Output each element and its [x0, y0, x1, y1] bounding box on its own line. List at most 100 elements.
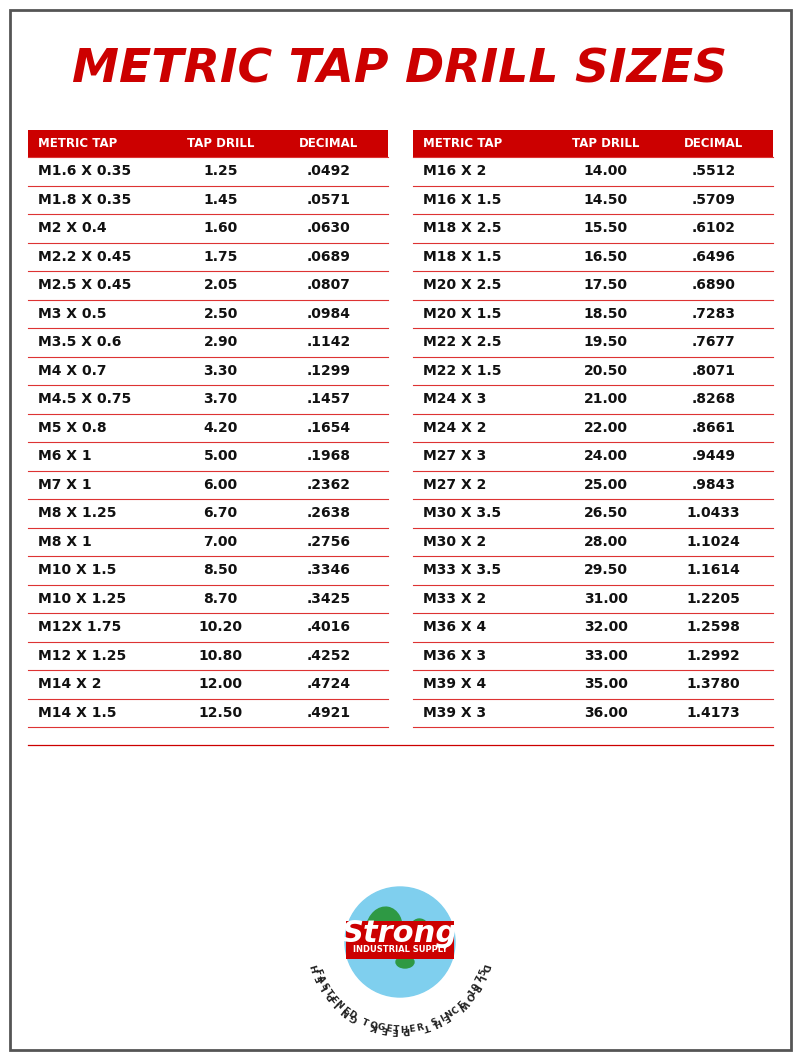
Text: W: W — [456, 997, 469, 1011]
Text: 1.60: 1.60 — [203, 222, 238, 235]
Text: .3425: .3425 — [307, 591, 351, 605]
Text: 2.90: 2.90 — [203, 335, 238, 349]
Text: E: E — [340, 1005, 350, 1015]
Text: .0807: .0807 — [307, 278, 351, 293]
Text: .1968: .1968 — [307, 449, 351, 463]
Text: E: E — [328, 994, 339, 1005]
Text: S: S — [430, 1018, 440, 1028]
Text: I: I — [333, 1000, 342, 1008]
Text: .4016: .4016 — [307, 620, 351, 634]
Text: N: N — [443, 1009, 454, 1021]
Text: .8268: .8268 — [691, 392, 735, 406]
Text: M33 X 3.5: M33 X 3.5 — [423, 563, 501, 578]
Text: .0571: .0571 — [307, 193, 351, 207]
Text: .1654: .1654 — [307, 421, 351, 435]
Text: M30 X 3.5: M30 X 3.5 — [423, 507, 501, 520]
Text: D: D — [345, 1009, 356, 1021]
Text: M24 X 2: M24 X 2 — [423, 421, 486, 435]
Text: M2.5 X 0.45: M2.5 X 0.45 — [38, 278, 131, 293]
FancyBboxPatch shape — [28, 130, 388, 157]
Text: 7: 7 — [474, 974, 485, 985]
Text: .6496: .6496 — [691, 250, 735, 264]
Text: 14.50: 14.50 — [584, 193, 628, 207]
Text: 20.50: 20.50 — [584, 364, 628, 377]
Text: 1.1024: 1.1024 — [686, 534, 741, 549]
Text: 32.00: 32.00 — [584, 620, 627, 634]
Text: .3346: .3346 — [307, 563, 351, 578]
Text: L: L — [475, 973, 485, 983]
Text: TAP DRILL: TAP DRILL — [572, 137, 639, 151]
Text: E: E — [409, 1024, 416, 1035]
Text: 25.00: 25.00 — [584, 478, 628, 492]
Text: INDUSTRIAL SUPPLY: INDUSTRIAL SUPPLY — [352, 946, 448, 954]
Text: N: N — [340, 1005, 352, 1018]
Text: 22.00: 22.00 — [584, 421, 628, 435]
Text: .6890: .6890 — [691, 278, 735, 293]
Text: E: E — [391, 1025, 398, 1035]
Text: Strong: Strong — [342, 919, 458, 949]
Text: M12 X 1.25: M12 X 1.25 — [38, 649, 127, 662]
Text: 10.20: 10.20 — [199, 620, 243, 634]
Text: 12.00: 12.00 — [199, 677, 243, 691]
Text: METRIC TAP DRILL SIZES: METRIC TAP DRILL SIZES — [72, 48, 727, 92]
Text: 17.50: 17.50 — [584, 278, 628, 293]
Text: .5709: .5709 — [691, 193, 735, 207]
Text: 1: 1 — [466, 988, 477, 999]
Text: .0689: .0689 — [307, 250, 351, 264]
Text: 24.00: 24.00 — [584, 449, 628, 463]
Text: .4724: .4724 — [307, 677, 351, 691]
Text: H: H — [310, 962, 321, 973]
Text: M8 X 1: M8 X 1 — [38, 534, 92, 549]
Text: R: R — [416, 1023, 424, 1032]
Text: .8071: .8071 — [691, 364, 735, 377]
Text: E: E — [314, 973, 325, 983]
Text: H: H — [400, 1025, 408, 1035]
Text: M3.5 X 0.6: M3.5 X 0.6 — [38, 335, 122, 349]
Text: M16 X 2: M16 X 2 — [423, 164, 486, 178]
Text: F: F — [312, 968, 323, 976]
Text: .7677: .7677 — [692, 335, 735, 349]
Text: 7.00: 7.00 — [203, 534, 238, 549]
Text: M12X 1.75: M12X 1.75 — [38, 620, 121, 634]
Text: .8661: .8661 — [691, 421, 735, 435]
Text: .9843: .9843 — [691, 478, 735, 492]
Text: M22 X 2.5: M22 X 2.5 — [423, 335, 501, 349]
Text: 5.00: 5.00 — [203, 449, 238, 463]
Text: 16.50: 16.50 — [584, 250, 628, 264]
Text: C: C — [450, 1005, 461, 1017]
Text: 18.50: 18.50 — [584, 306, 628, 321]
Text: DECIMAL: DECIMAL — [299, 137, 358, 151]
Text: M36 X 3: M36 X 3 — [423, 649, 486, 662]
Text: .1142: .1142 — [307, 335, 351, 349]
Text: M14 X 2: M14 X 2 — [38, 677, 102, 691]
Text: .1457: .1457 — [307, 392, 351, 406]
Text: .7283: .7283 — [691, 306, 735, 321]
Text: M6 X 1: M6 X 1 — [38, 449, 91, 463]
Text: .6102: .6102 — [691, 222, 735, 235]
Text: M27 X 2: M27 X 2 — [423, 478, 486, 492]
Text: M18 X 2.5: M18 X 2.5 — [423, 222, 501, 235]
Text: 19.50: 19.50 — [584, 335, 628, 349]
Text: 6.00: 6.00 — [203, 478, 238, 492]
Text: M4.5 X 0.75: M4.5 X 0.75 — [38, 392, 131, 406]
Text: .2638: .2638 — [307, 507, 351, 520]
Text: 3.70: 3.70 — [203, 392, 238, 406]
Text: 29.50: 29.50 — [584, 563, 628, 578]
FancyBboxPatch shape — [346, 921, 454, 959]
Text: 1.75: 1.75 — [203, 250, 238, 264]
Text: 1.0433: 1.0433 — [686, 507, 740, 520]
Ellipse shape — [409, 919, 431, 949]
Text: 8.50: 8.50 — [203, 563, 238, 578]
Text: R: R — [469, 982, 481, 992]
Text: M3 X 0.5: M3 X 0.5 — [38, 306, 107, 321]
Text: M1.8 X 0.35: M1.8 X 0.35 — [38, 193, 131, 207]
Text: 2.05: 2.05 — [203, 278, 238, 293]
Ellipse shape — [366, 907, 402, 953]
Text: 14.00: 14.00 — [584, 164, 628, 178]
Text: P: P — [401, 1025, 409, 1035]
Text: TAP DRILL: TAP DRILL — [187, 137, 254, 151]
Text: .2756: .2756 — [307, 534, 351, 549]
Text: M30 X 2: M30 X 2 — [423, 534, 486, 549]
Text: 1.2598: 1.2598 — [686, 620, 741, 634]
Text: DECIMAL: DECIMAL — [684, 137, 743, 151]
